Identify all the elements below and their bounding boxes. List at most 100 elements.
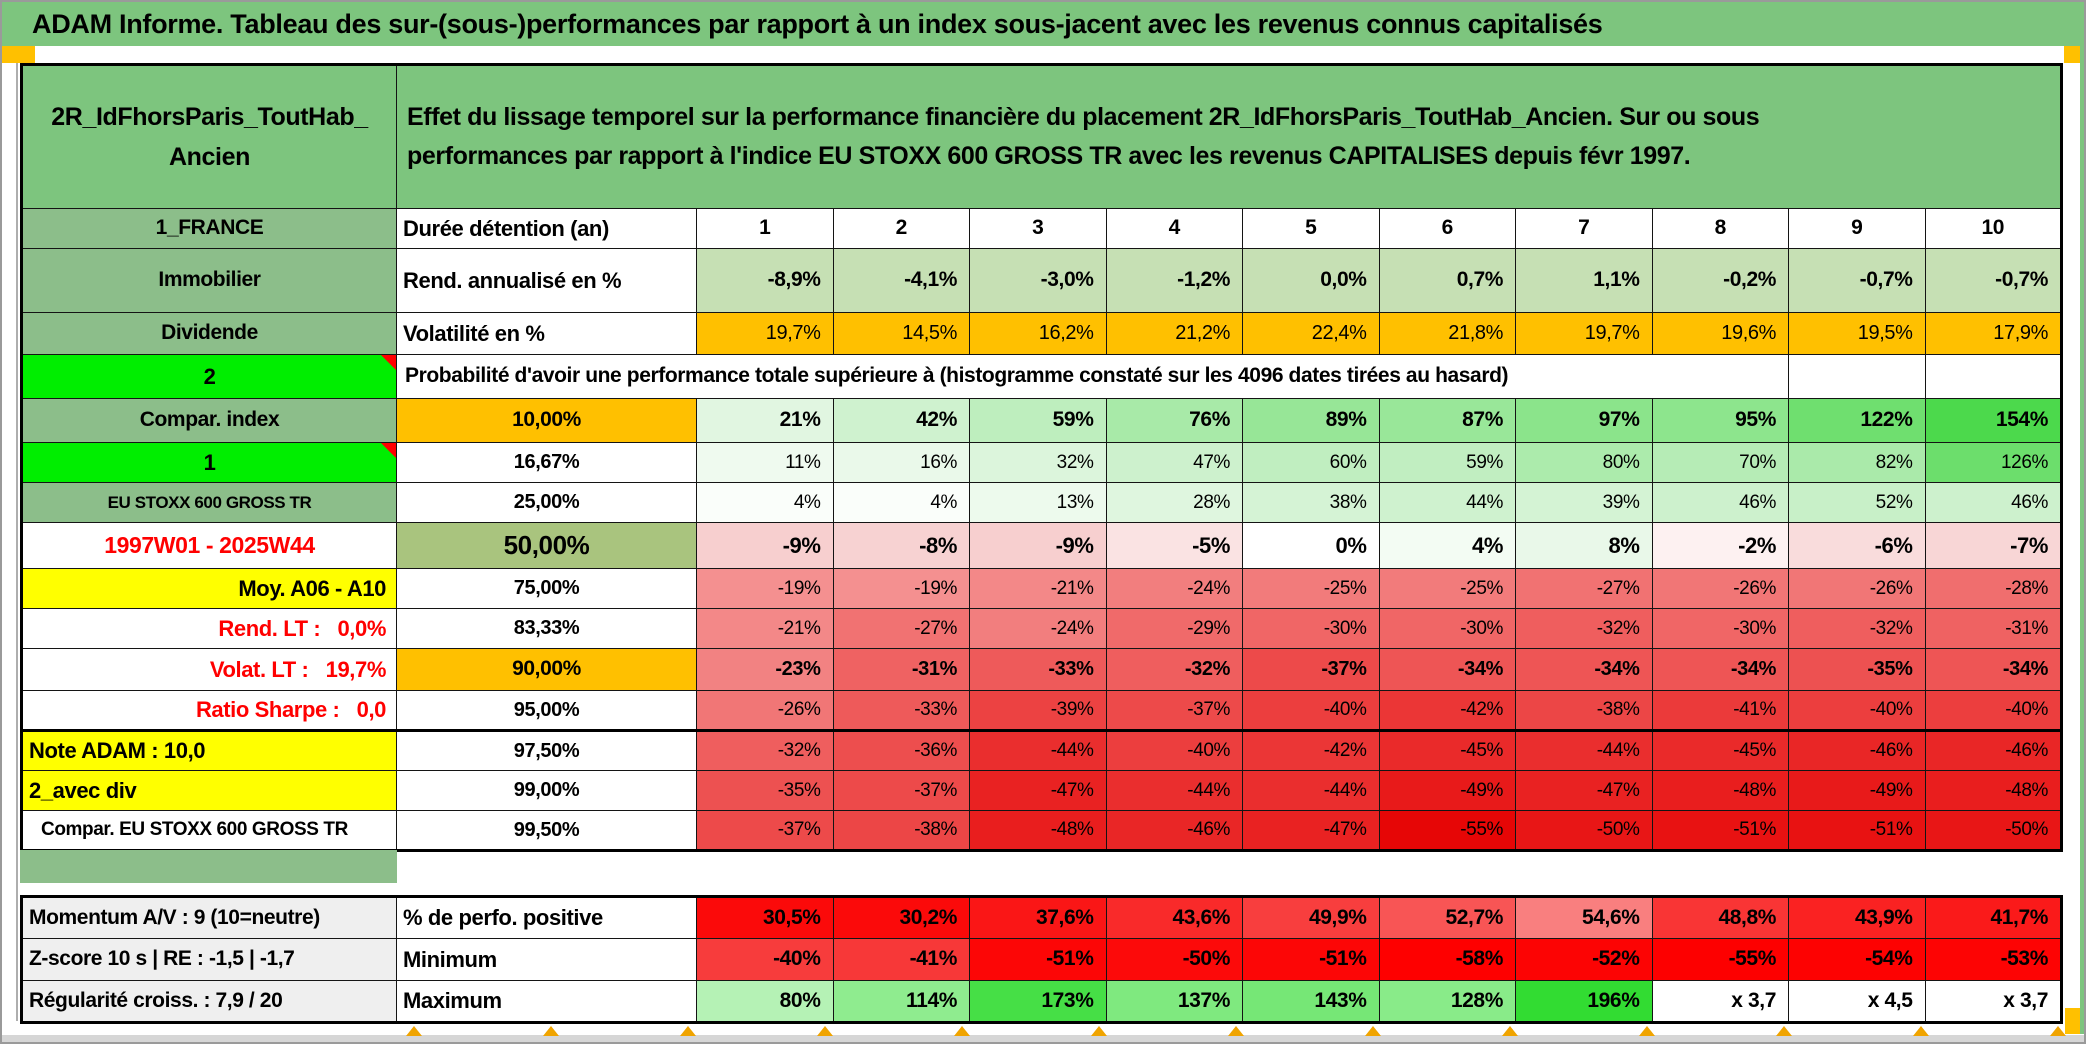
prob-cell[interactable]: 11% <box>696 442 834 483</box>
prob-cell[interactable]: -31% <box>832 648 970 691</box>
duration-cell[interactable]: 1 <box>696 208 834 249</box>
row-label[interactable]: Immobilier <box>21 248 397 313</box>
row-label[interactable]: % de perfo. positive <box>396 896 697 939</box>
prob-cell[interactable]: -51% <box>1788 810 1926 851</box>
prob-cell[interactable]: -8% <box>832 522 970 569</box>
threshold-cell[interactable]: 97,50% <box>396 729 697 771</box>
row-label[interactable]: Note ADAM : 10,0 <box>21 729 397 771</box>
prob-cell[interactable]: -26% <box>1651 568 1789 609</box>
volatility-cell[interactable]: 19,7% <box>1515 312 1653 355</box>
prob-cell[interactable]: 76% <box>1105 398 1243 443</box>
stat-cell[interactable]: -52% <box>1515 938 1653 981</box>
stat-cell[interactable]: -50% <box>1105 938 1243 981</box>
prob-cell[interactable]: -55% <box>1378 810 1516 851</box>
prob-cell[interactable]: 47% <box>1105 442 1243 483</box>
row-label[interactable]: Durée détention (an) <box>396 208 697 249</box>
stat-cell[interactable]: -58% <box>1378 938 1516 981</box>
prob-cell[interactable]: 38% <box>1242 482 1380 523</box>
prob-cell[interactable]: -39% <box>969 690 1107 731</box>
prob-cell[interactable]: -46% <box>1105 810 1243 851</box>
threshold-cell[interactable]: 75,00% <box>396 568 697 609</box>
stat-cell[interactable]: 196% <box>1515 980 1653 1023</box>
volatility-cell[interactable]: 21,2% <box>1105 312 1243 355</box>
prob-cell[interactable]: -44% <box>1105 770 1243 811</box>
prob-cell[interactable]: -44% <box>1515 729 1653 771</box>
header-description-cell[interactable]: Effet du lissage temporel sur la perform… <box>396 64 2062 209</box>
duration-cell[interactable]: 10 <box>1924 208 2062 249</box>
prob-cell[interactable]: -46% <box>1788 729 1926 771</box>
volatility-cell[interactable]: 17,9% <box>1924 312 2062 355</box>
prob-cell[interactable]: -30% <box>1378 608 1516 649</box>
volatility-cell[interactable]: 19,6% <box>1651 312 1789 355</box>
duration-cell[interactable]: 2 <box>832 208 970 249</box>
prob-cell[interactable]: 44% <box>1378 482 1516 523</box>
stat-cell[interactable]: 54,6% <box>1515 896 1653 939</box>
prob-cell[interactable]: 70% <box>1651 442 1789 483</box>
prob-cell[interactable]: -44% <box>969 729 1107 771</box>
return-cell[interactable]: 0,7% <box>1378 248 1516 313</box>
prob-cell[interactable]: -48% <box>1651 770 1789 811</box>
prob-cell[interactable]: 52% <box>1788 482 1926 523</box>
stat-cell[interactable]: 48,8% <box>1651 896 1789 939</box>
prob-cell[interactable]: -35% <box>696 770 834 811</box>
prob-cell[interactable]: 154% <box>1924 398 2062 443</box>
stat-cell[interactable]: 128% <box>1378 980 1516 1023</box>
prob-cell[interactable]: -34% <box>1651 648 1789 691</box>
prob-cell[interactable]: -41% <box>1651 690 1789 731</box>
prob-cell[interactable]: -49% <box>1378 770 1516 811</box>
prob-cell[interactable]: 46% <box>1651 482 1789 523</box>
stat-cell[interactable]: 80% <box>696 980 834 1023</box>
prob-cell[interactable]: -47% <box>969 770 1107 811</box>
prob-cell[interactable]: 13% <box>969 482 1107 523</box>
prob-cell[interactable]: 32% <box>969 442 1107 483</box>
stat-cell[interactable]: -51% <box>1242 938 1380 981</box>
prob-cell[interactable]: 97% <box>1515 398 1653 443</box>
stat-cell[interactable]: 143% <box>1242 980 1380 1023</box>
threshold-cell[interactable]: 10,00% <box>396 398 697 443</box>
prob-cell[interactable]: -38% <box>1515 690 1653 731</box>
volatility-cell[interactable]: 22,4% <box>1242 312 1380 355</box>
prob-cell[interactable]: -32% <box>1788 608 1926 649</box>
prob-cell[interactable]: -25% <box>1378 568 1516 609</box>
stat-cell[interactable]: 30,5% <box>696 896 834 939</box>
row-label[interactable]: Rend. LT : 0,0% <box>21 608 397 649</box>
prob-cell[interactable]: -28% <box>1924 568 2062 609</box>
prob-cell[interactable]: -37% <box>1105 690 1243 731</box>
prob-cell[interactable]: -34% <box>1378 648 1516 691</box>
row-label[interactable]: 2 <box>21 354 397 399</box>
prob-cell[interactable]: -26% <box>696 690 834 731</box>
prob-cell[interactable]: -48% <box>969 810 1107 851</box>
row-label[interactable]: Momentum A/V : 9 (10=neutre) <box>21 896 397 939</box>
return-cell[interactable]: -8,9% <box>696 248 834 313</box>
prob-cell[interactable]: -37% <box>1242 648 1380 691</box>
prob-cell[interactable]: -44% <box>1242 770 1380 811</box>
prob-cell[interactable]: -30% <box>1651 608 1789 649</box>
row-label[interactable]: Moy. A06 - A10 <box>21 568 397 609</box>
return-cell[interactable]: 0,0% <box>1242 248 1380 313</box>
stat-cell[interactable]: x 3,7 <box>1924 980 2062 1023</box>
stat-cell[interactable]: 49,9% <box>1242 896 1380 939</box>
prob-cell[interactable]: -38% <box>832 810 970 851</box>
prob-cell[interactable]: -27% <box>1515 568 1653 609</box>
prob-cell[interactable]: -31% <box>1924 608 2062 649</box>
prob-cell[interactable]: 46% <box>1924 482 2062 523</box>
prob-cell[interactable]: -24% <box>1105 568 1243 609</box>
prob-cell[interactable]: 21% <box>696 398 834 443</box>
empty-cell[interactable] <box>1924 354 2062 399</box>
stat-cell[interactable]: -40% <box>696 938 834 981</box>
volatility-cell[interactable]: 14,5% <box>832 312 970 355</box>
prob-cell[interactable]: 4% <box>832 482 970 523</box>
prob-cell[interactable]: -26% <box>1788 568 1926 609</box>
prob-cell[interactable]: -45% <box>1378 729 1516 771</box>
prob-cell[interactable]: -25% <box>1242 568 1380 609</box>
row-label[interactable]: Compar. EU STOXX 600 GROSS TR <box>21 810 397 851</box>
duration-cell[interactable]: 4 <box>1105 208 1243 249</box>
return-cell[interactable]: -4,1% <box>832 248 970 313</box>
prob-cell[interactable]: -23% <box>696 648 834 691</box>
prob-cell[interactable]: -49% <box>1788 770 1926 811</box>
stat-cell[interactable]: -55% <box>1651 938 1789 981</box>
duration-cell[interactable]: 7 <box>1515 208 1653 249</box>
prob-cell[interactable]: -40% <box>1788 690 1926 731</box>
prob-cell[interactable]: -7% <box>1924 522 2062 569</box>
stat-cell[interactable]: 37,6% <box>969 896 1107 939</box>
